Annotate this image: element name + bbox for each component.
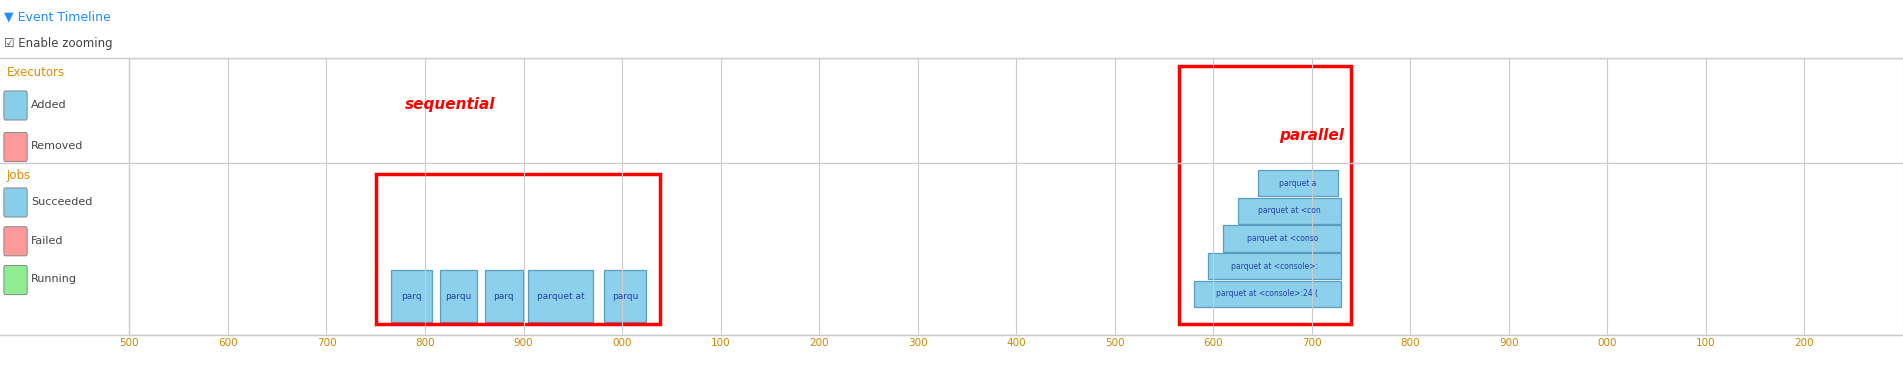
Text: Removed: Removed [30, 141, 84, 151]
Bar [1237, 198, 1342, 224]
Text: Failed: Failed [30, 235, 63, 246]
Text: ☑ Enable zooming: ☑ Enable zooming [4, 38, 112, 51]
Bar [605, 270, 645, 322]
Text: Executors: Executors [6, 66, 65, 79]
Bar [375, 174, 660, 324]
Text: parq: parq [402, 292, 422, 301]
Bar [529, 270, 592, 322]
Text: parallel: parallel [1279, 128, 1344, 143]
Text: Added: Added [30, 100, 67, 110]
Bar [1258, 170, 1338, 196]
Text: parqu: parqu [613, 292, 638, 301]
Text: Jobs: Jobs [6, 169, 30, 182]
Bar [390, 270, 432, 322]
Bar [485, 270, 523, 322]
Text: parquet at <console>:24 (: parquet at <console>:24 ( [1216, 289, 1319, 298]
FancyBboxPatch shape [4, 188, 27, 217]
Bar [440, 270, 478, 322]
Text: Succeeded: Succeeded [30, 197, 93, 207]
Bar [1193, 281, 1342, 307]
Text: parquet at: parquet at [537, 292, 584, 301]
Bar [1224, 225, 1342, 251]
Text: Running: Running [30, 275, 76, 284]
Text: parquet at <conso: parquet at <conso [1246, 234, 1319, 243]
Text: parquet at <con: parquet at <con [1258, 206, 1321, 215]
Text: parquet at <console>:: parquet at <console>: [1231, 262, 1319, 271]
FancyBboxPatch shape [4, 91, 27, 120]
Text: sequential: sequential [403, 97, 495, 112]
Bar [1208, 253, 1342, 279]
Text: ▼ Event Timeline: ▼ Event Timeline [4, 10, 110, 23]
FancyBboxPatch shape [4, 132, 27, 161]
Text: parquet a: parquet a [1279, 179, 1317, 187]
Text: parqu: parqu [445, 292, 472, 301]
Bar [1178, 66, 1351, 324]
Text: parq: parq [493, 292, 514, 301]
FancyBboxPatch shape [4, 266, 27, 295]
FancyBboxPatch shape [4, 227, 27, 256]
